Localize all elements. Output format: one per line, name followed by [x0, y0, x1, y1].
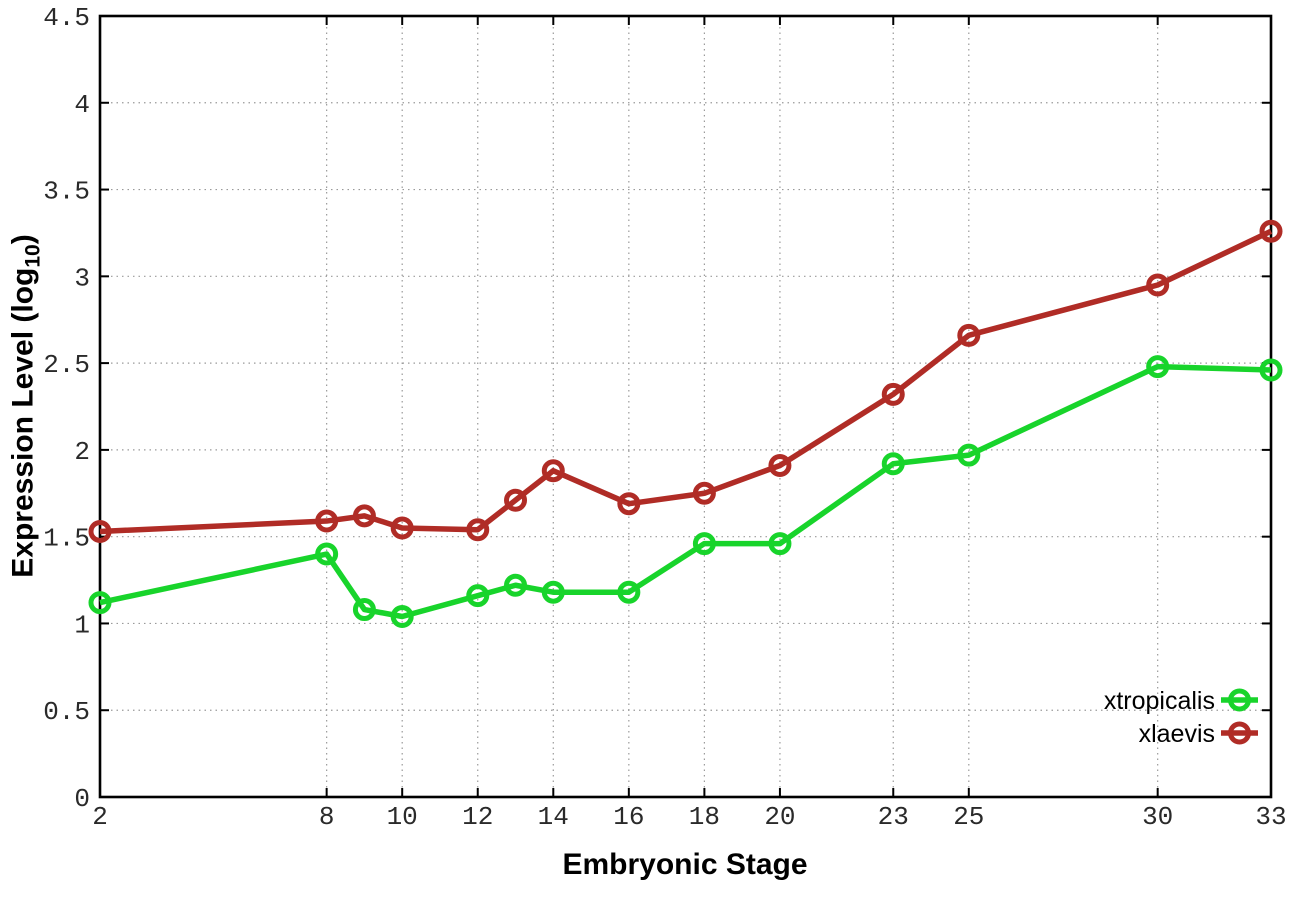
data-point-marker-xlaevis — [504, 488, 528, 512]
data-point-marker-xtropicalis — [617, 580, 641, 604]
data-point-marker-xtropicalis — [692, 532, 716, 556]
data-point-marker-xlaevis — [957, 323, 981, 347]
series-xlaevis — [88, 219, 1283, 543]
legend-label-xlaevis: xlaevis — [1139, 720, 1215, 748]
x-tick-label: 25 — [953, 802, 984, 832]
data-point-marker-xlaevis — [1259, 219, 1283, 243]
y-tick-label: 3 — [74, 263, 90, 293]
x-tick-labels: 2 8 10 12 14 16 18 20 23 25 30 33 — [92, 802, 1286, 832]
grid — [99, 15, 1272, 798]
legend-marker-sample — [1228, 721, 1251, 745]
data-point-marker-xtropicalis — [315, 542, 339, 566]
y-axis-title-suffix: ) — [6, 234, 40, 245]
x-tick-label: 8 — [319, 802, 335, 832]
data-point-marker-xlaevis — [1146, 273, 1170, 297]
data-point-marker-xlaevis — [617, 492, 641, 516]
y-axis-title-text: Expression Level (log — [6, 267, 40, 578]
data-point-marker-xtropicalis — [541, 580, 565, 604]
legend-marker-sample — [1228, 688, 1251, 712]
data-point-marker-xlaevis — [466, 518, 490, 542]
y-axis-title-subscript: 10 — [21, 244, 45, 268]
x-tick-label: 20 — [764, 802, 795, 832]
series-line-xlaevis — [99, 228, 1273, 535]
data-point-marker-xtropicalis — [352, 598, 376, 622]
data-point-marker-xtropicalis — [768, 532, 792, 556]
y-axis-title: Expression Level (log10) — [7, 234, 46, 577]
data-point-marker-xtropicalis — [88, 591, 112, 615]
data-point-marker-xlaevis — [315, 509, 339, 533]
data-point-marker-xlaevis — [352, 504, 376, 528]
x-tick-label: 23 — [878, 802, 909, 832]
data-point-marker-xtropicalis — [1146, 355, 1170, 379]
y-tick-label: 0 — [74, 784, 90, 814]
data-point-marker-xtropicalis — [466, 584, 490, 608]
data-point-marker-xtropicalis — [390, 605, 414, 629]
y-tick-label: 0.5 — [43, 697, 90, 727]
data-point-marker-xtropicalis — [881, 452, 905, 476]
data-point-marker-xlaevis — [881, 382, 905, 406]
data-point-marker-xlaevis — [541, 459, 565, 483]
x-tick-label: 33 — [1255, 802, 1286, 832]
y-tick-labels: 0 0.5 1 1.5 2 2.5 3 3.5 4 4.5 — [43, 3, 90, 814]
legend-entry-xlaevis: xlaevis — [1139, 720, 1258, 748]
data-point-marker-xtropicalis — [957, 443, 981, 467]
x-tick-label: 18 — [689, 802, 720, 832]
data-point-marker-xlaevis — [692, 481, 716, 505]
y-tick-label: 4.5 — [43, 3, 90, 33]
x-tick-label: 30 — [1142, 802, 1173, 832]
x-tick-label: 14 — [538, 802, 569, 832]
data-point-marker-xtropicalis — [504, 573, 528, 597]
plot-border — [98, 14, 1273, 799]
legend: xtropicalis xlaevis — [1104, 687, 1258, 748]
legend-entry-xtropicalis: xtropicalis — [1104, 687, 1258, 715]
x-tick-label: 2 — [92, 802, 108, 832]
data-point-marker-xlaevis — [390, 516, 414, 540]
y-tick-label: 1 — [74, 610, 90, 640]
series-xtropicalis — [88, 355, 1283, 629]
y-tick-label: 1.5 — [43, 524, 90, 554]
legend-label-xtropicalis: xtropicalis — [1104, 687, 1215, 715]
x-tick-label: 12 — [462, 802, 493, 832]
y-tick-label: 3.5 — [43, 177, 90, 207]
x-tick-label: 10 — [387, 802, 418, 832]
data-point-marker-xlaevis — [88, 519, 112, 543]
series-line-xtropicalis — [99, 363, 1272, 620]
y-tick-label: 2 — [74, 437, 90, 467]
y-tick-label: 2.5 — [43, 350, 90, 380]
x-tick-label: 16 — [613, 802, 644, 832]
data-point-marker-xlaevis — [768, 454, 792, 478]
y-tick-label: 4 — [74, 90, 90, 120]
axis-ticks — [99, 15, 1272, 798]
data-point-marker-xtropicalis — [1259, 358, 1283, 382]
x-axis-title: Embryonic Stage — [562, 848, 808, 881]
